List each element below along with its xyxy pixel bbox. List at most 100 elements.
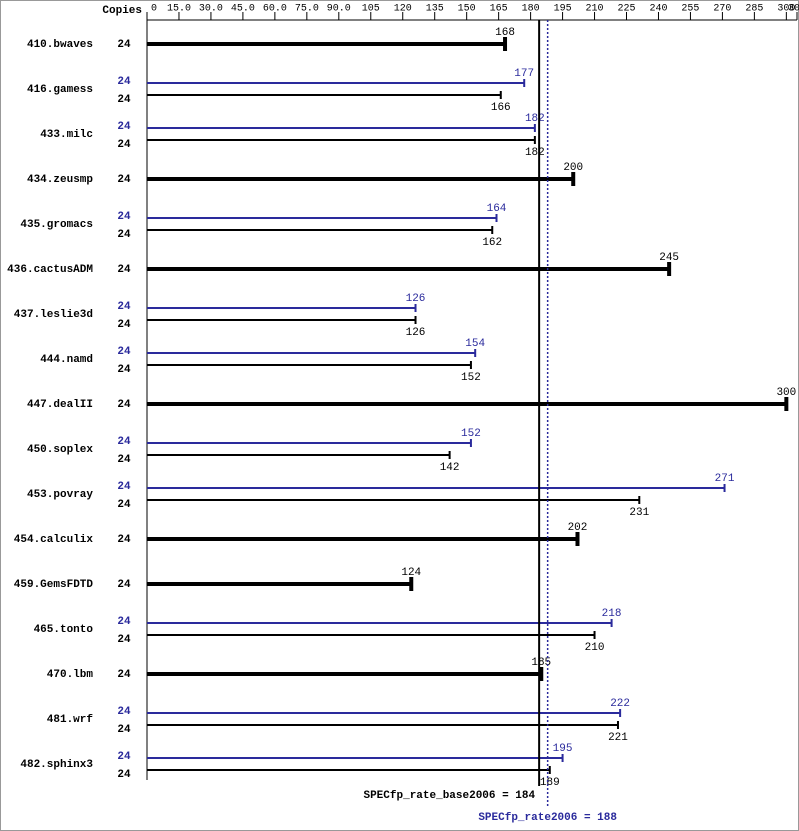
x-tick-label: 15.0 xyxy=(167,4,191,15)
bar xyxy=(147,496,641,504)
bar xyxy=(147,361,472,369)
value-label: 166 xyxy=(491,102,511,114)
copies: 24 xyxy=(117,364,131,376)
reference-label: SPECfp_rate_base2006 = 184 xyxy=(363,790,535,802)
copies: 24 xyxy=(117,399,131,411)
x-tick-label: 180 xyxy=(522,4,540,15)
x-tick-label: 60.0 xyxy=(263,4,287,15)
value-label: 168 xyxy=(495,27,515,39)
bar xyxy=(147,709,622,717)
value-label: 189 xyxy=(540,777,560,789)
value-label: 177 xyxy=(514,68,534,80)
category-label: 470.lbm xyxy=(47,669,94,681)
value-label: 124 xyxy=(401,567,421,579)
value-label: 195 xyxy=(553,743,573,755)
reference-label: SPECfp_rate2006 = 188 xyxy=(478,812,617,824)
category-label: 435.gromacs xyxy=(20,219,93,231)
x-tick-label: 90.0 xyxy=(327,4,351,15)
copies: 24 xyxy=(117,76,131,88)
category-label: 433.milc xyxy=(40,129,93,141)
copies: 24 xyxy=(117,499,131,511)
copies: 24 xyxy=(117,481,131,493)
value-label: 218 xyxy=(602,608,622,620)
copies: 24 xyxy=(117,94,131,106)
copies: 24 xyxy=(117,436,131,448)
x-tick-label: 210 xyxy=(586,4,604,15)
bar xyxy=(147,91,502,99)
bar xyxy=(147,214,498,222)
x-tick-label: 45.0 xyxy=(231,4,255,15)
category-label: 437.leslie3d xyxy=(14,309,93,321)
copies: 24 xyxy=(117,229,131,241)
bar xyxy=(147,619,613,627)
category-label: 481.wrf xyxy=(47,714,94,726)
value-label: 142 xyxy=(440,462,460,474)
value-label: 271 xyxy=(715,473,735,485)
x-tick-label: 165 xyxy=(490,4,508,15)
copies: 24 xyxy=(117,39,131,51)
value-label: 245 xyxy=(659,252,679,264)
copies: 24 xyxy=(117,751,131,763)
value-label: 182 xyxy=(525,113,545,125)
x-tick-label: 195 xyxy=(554,4,572,15)
x-tick-label: 120 xyxy=(394,4,412,15)
bar xyxy=(147,439,472,447)
bar xyxy=(147,631,596,639)
value-label: 222 xyxy=(610,698,630,710)
category-label: 416.gamess xyxy=(27,84,93,96)
category-label: 482.sphinx3 xyxy=(20,759,93,771)
bar xyxy=(147,136,536,144)
x-tick-label: 305 xyxy=(788,4,799,15)
copies: 24 xyxy=(117,769,131,781)
value-label: 154 xyxy=(465,338,485,350)
copies: 24 xyxy=(117,634,131,646)
category-label: 459.GemsFDTD xyxy=(14,579,94,591)
x-tick-label: 240 xyxy=(649,4,667,15)
copies: 24 xyxy=(117,454,131,466)
copies: 24 xyxy=(117,211,131,223)
value-label: 200 xyxy=(563,162,583,174)
copies: 24 xyxy=(117,121,131,133)
bar xyxy=(147,316,417,324)
x-tick-label: 300 xyxy=(777,4,795,15)
copies: 24 xyxy=(117,579,131,591)
copies: 24 xyxy=(117,301,131,313)
category-label: 436.cactusADM xyxy=(7,264,93,276)
category-label: 450.soplex xyxy=(27,444,93,456)
copies: 24 xyxy=(117,724,131,736)
category-label: 434.zeusmp xyxy=(27,174,93,186)
category-label: 444.namd xyxy=(40,354,93,366)
x-tick-label: 30.0 xyxy=(199,4,223,15)
x-tick-label: 0 xyxy=(151,4,157,15)
x-tick-label: 270 xyxy=(713,4,731,15)
value-label: 221 xyxy=(608,732,628,744)
x-tick-label: 150 xyxy=(458,4,476,15)
x-tick-label: 255 xyxy=(681,4,699,15)
x-tick-label: 285 xyxy=(745,4,763,15)
copies: 24 xyxy=(117,616,131,628)
bar xyxy=(147,754,564,762)
value-label: 182 xyxy=(525,147,545,159)
value-label: 231 xyxy=(629,507,649,519)
value-label: 300 xyxy=(776,387,796,399)
bar xyxy=(147,79,526,87)
category-label: 453.povray xyxy=(27,489,93,501)
x-tick-label: 75.0 xyxy=(295,4,319,15)
value-label: 164 xyxy=(487,203,507,215)
x-tick-label: 105 xyxy=(362,4,380,15)
x-tick-label: 225 xyxy=(618,4,636,15)
category-label: 410.bwaves xyxy=(27,39,93,51)
x-tick-label: 135 xyxy=(426,4,444,15)
bar xyxy=(147,226,494,234)
value-label: 152 xyxy=(461,428,481,440)
value-label: 152 xyxy=(461,372,481,384)
copies: 24 xyxy=(117,706,131,718)
value-label: 185 xyxy=(531,657,551,669)
category-label: 465.tonto xyxy=(34,624,94,636)
copies: 24 xyxy=(117,264,131,276)
bar xyxy=(147,766,551,774)
value-label: 162 xyxy=(482,237,502,249)
bar xyxy=(147,451,451,459)
category-label: 447.dealII xyxy=(27,399,93,411)
